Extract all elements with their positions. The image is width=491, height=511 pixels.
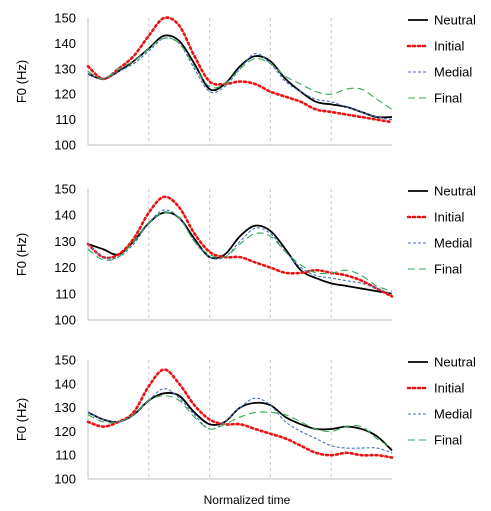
y-tick-label: 110	[55, 286, 76, 301]
y-tick-label: 100	[54, 138, 76, 153]
series-line-neutral	[87, 34, 393, 119]
chart-panel-1: 100 110 120 130 140 150 F0 (Hz) Neutral Initial M…	[14, 11, 476, 153]
y-tick-label: 150	[54, 182, 76, 197]
chart-panels: 100 110 120 130 140 150 F0 (Hz) Neutral Initial M…	[14, 11, 476, 487]
chart-panel-2: 100 110 120 130 140 150 F0 (Hz) Neutral Initial M…	[14, 182, 476, 328]
legend-label-neutral: Neutral	[434, 13, 476, 28]
series-line-initial	[86, 195, 394, 298]
legend-label-final: Final	[434, 91, 462, 106]
y-tick-label: 130	[54, 400, 76, 415]
y-tick-label: 120	[54, 87, 76, 102]
y-tick-label: 110	[55, 448, 76, 463]
legend-label-initial: Initial	[434, 381, 464, 396]
y-tick-label: 120	[54, 424, 76, 439]
y-tick-label: 130	[54, 61, 76, 76]
legend-label-neutral: Neutral	[434, 184, 476, 199]
y-tick-label: 140	[54, 376, 76, 391]
y-tick-label: 110	[55, 112, 76, 127]
series-line-neutral	[87, 391, 393, 452]
legend-label-medial: Medial	[434, 65, 472, 80]
legend-label-final: Final	[434, 433, 462, 448]
legend-label-initial: Initial	[434, 210, 464, 225]
legend-label-medial: Medial	[434, 407, 472, 422]
y-axis-label: F0 (Hz)	[14, 398, 29, 441]
y-tick-label: 120	[54, 260, 76, 275]
series-line-medial	[87, 209, 393, 295]
x-axis-label: Normalized time	[204, 493, 291, 507]
y-axis-label: F0 (Hz)	[14, 233, 29, 276]
series-line-initial	[86, 16, 394, 124]
legend-label-initial: Initial	[434, 39, 464, 54]
y-tick-label: 100	[54, 313, 76, 328]
y-tick-label: 100	[54, 472, 76, 487]
series-line-final	[87, 395, 393, 449]
y-tick-label: 150	[54, 353, 76, 368]
y-tick-label: 140	[54, 208, 76, 223]
series-line-neutral	[87, 211, 393, 295]
legend-label-final: Final	[434, 262, 462, 277]
chart-panel-3: 100 110 120 130 140 150 F0 (Hz) Neutral Initial M…	[14, 353, 476, 487]
legend-label-neutral: Neutral	[434, 355, 476, 370]
y-tick-label: 130	[54, 234, 76, 249]
legend-label-medial: Medial	[434, 236, 472, 251]
y-tick-label: 150	[54, 11, 76, 26]
y-tick-label: 140	[54, 36, 76, 51]
series-line-final	[87, 211, 393, 292]
series-line-initial	[86, 368, 394, 459]
series-line-final	[87, 37, 393, 110]
series-line-medial	[87, 388, 393, 454]
y-axis-label: F0 (Hz)	[14, 60, 29, 103]
series-line-medial	[87, 37, 393, 121]
